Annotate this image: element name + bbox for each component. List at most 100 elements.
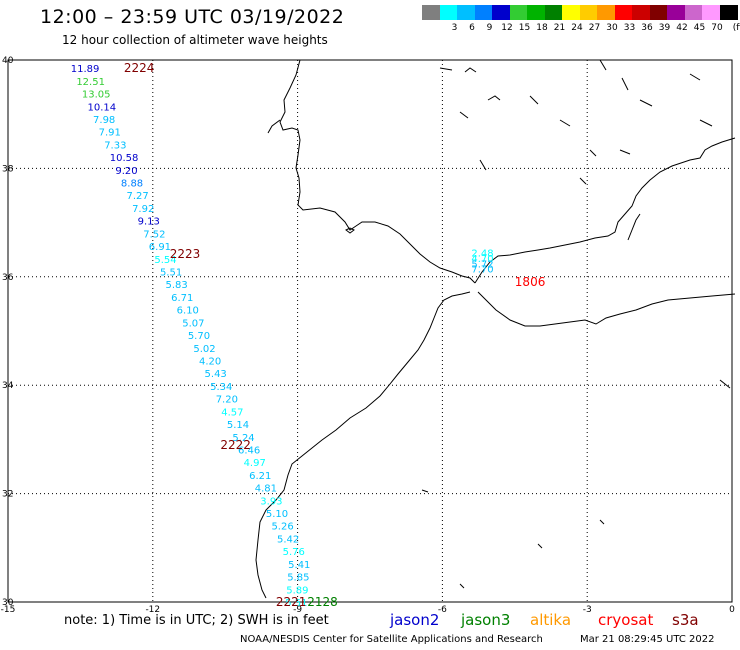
lon-tick-label: 0	[729, 605, 735, 615]
wave-height-value: 5.83	[166, 280, 188, 291]
wave-height-value: 13.05	[82, 90, 111, 101]
wave-height-value: 5.24	[232, 433, 254, 444]
wave-height-value: 12.51	[76, 77, 105, 88]
wave-height-value: 5.70	[188, 331, 210, 342]
wave-height-value: 5.34	[210, 382, 232, 393]
scale-label: 15	[518, 23, 531, 33]
scale-label: 39	[658, 23, 671, 33]
wave-height-value: 7.20	[216, 395, 238, 406]
scale-swatch	[702, 5, 720, 20]
scale-swatch	[562, 5, 580, 20]
scale-swatch	[527, 5, 545, 20]
wave-height-value: 5.76	[283, 547, 305, 558]
wave-height-value: 5.54	[154, 255, 176, 266]
wave-height-value: 6.46	[238, 445, 260, 456]
credit-line: NOAA/NESDIS Center for Satellite Applica…	[240, 634, 543, 645]
satellite-name: cryosat	[598, 611, 654, 629]
wave-height-value: 5.07	[182, 318, 204, 329]
pass-time-label: 2221	[276, 595, 307, 609]
generation-timestamp: Mar 21 08:29:45 UTC 2022	[580, 634, 715, 645]
pass-time-label: 2224	[124, 61, 155, 75]
wave-height-value: 6.21	[249, 471, 271, 482]
wave-height-value: 3.93	[260, 496, 282, 507]
wave-height-value: 7.92	[132, 204, 154, 215]
wave-height-value: 11.89	[71, 64, 100, 75]
wave-height-value: 7.27	[126, 191, 148, 202]
lon-tick-label: -12	[145, 605, 160, 615]
scale-swatch	[509, 5, 528, 20]
wave-height-value: 5.26	[271, 522, 293, 533]
scale-label: 45	[693, 23, 706, 33]
wave-height-value: 4.81	[255, 484, 277, 495]
scale-swatch	[614, 5, 633, 20]
wave-height-value: 4.57	[221, 407, 243, 418]
wave-height-value: 4.97	[244, 458, 266, 469]
scale-swatch	[422, 5, 440, 20]
scale-label: 42	[676, 23, 688, 33]
pass-time-label: 2128	[307, 595, 338, 609]
wave-height-value: 10.58	[110, 153, 139, 164]
lon-tick-label: -6	[438, 605, 447, 615]
scale-label: 36	[641, 23, 653, 33]
pass-time-label: 2222	[220, 438, 251, 452]
wave-height-value: 5.51	[285, 598, 307, 609]
scale-swatch	[632, 5, 650, 20]
wave-height-value: 9.13	[138, 217, 160, 228]
scale-swatch	[684, 5, 703, 20]
wave-height-value: 5.10	[266, 509, 288, 520]
wave-height-value: 5.43	[205, 369, 227, 380]
scale-swatch	[719, 5, 738, 20]
scale-label: 24	[571, 23, 583, 33]
scale-label: 33	[623, 23, 636, 33]
wave-height-value: 7.91	[99, 128, 121, 139]
wave-height-value: 5.41	[288, 560, 310, 571]
wave-height-value: 8.88	[121, 179, 143, 190]
scale-label: 12	[501, 23, 513, 33]
scale-label: 70	[711, 23, 723, 33]
coastline	[255, 59, 736, 599]
wave-height-value: 5.89	[286, 585, 308, 596]
wave-height-value: 5.42	[277, 534, 299, 545]
wave-height-value: 5.51	[160, 268, 182, 279]
scale-unit: (ft)	[732, 23, 740, 33]
scale-label: 21	[553, 23, 566, 33]
wave-height-value: 2.48	[471, 248, 493, 259]
scale-swatch	[457, 5, 475, 20]
footer-note: note: 1) Time is in UTC; 2) SWH is in fe…	[64, 613, 329, 628]
scale-swatch	[474, 5, 493, 20]
wave-height-value: 5.72	[471, 259, 493, 270]
wave-height-value: 5.02	[193, 344, 215, 355]
page-title: 12:00 – 23:59 UTC 03/19/2022	[40, 6, 345, 28]
scale-label: 6	[469, 23, 475, 33]
scale-label: 18	[536, 23, 548, 33]
scale-swatch	[579, 5, 598, 20]
lon-tick-label: -15	[1, 605, 16, 615]
wave-height-value: 4.70	[471, 254, 493, 265]
wave-height-value: 7.33	[104, 140, 126, 151]
scale-label: 27	[588, 23, 601, 33]
wave-height-value: 6.71	[171, 293, 193, 304]
scale-swatch	[649, 5, 668, 20]
satellite-name: s3a	[672, 611, 699, 629]
lon-tick-label: -9	[293, 605, 302, 615]
page-subtitle: 12 hour collection of altimeter wave hei…	[62, 33, 328, 47]
pass-time-label: 2223	[170, 247, 201, 261]
scale-swatch	[667, 5, 685, 20]
scale-swatch	[492, 5, 510, 20]
lat-tick-label: 30	[2, 598, 14, 608]
wave-height-value: 9.20	[115, 166, 137, 177]
scale-label: 9	[486, 23, 493, 33]
scale-swatch	[597, 5, 615, 20]
wave-height-value: 10.14	[87, 102, 116, 113]
scale-label: 30	[606, 23, 618, 33]
wave-height-value: 6.91	[149, 242, 171, 253]
wave-height-value: 5.85	[287, 573, 309, 584]
wave-height-value: 7.70	[471, 265, 493, 276]
wave-height-value: 4.20	[199, 356, 221, 367]
satellite-name: altika	[530, 611, 572, 629]
scale-label: 3	[451, 23, 458, 33]
wave-height-value: 5.14	[227, 420, 249, 431]
